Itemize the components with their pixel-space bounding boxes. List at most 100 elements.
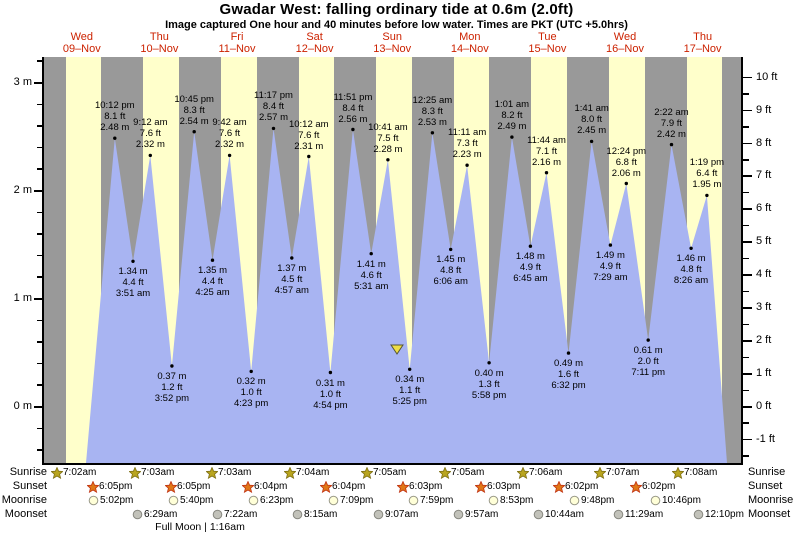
right-axis-label: 6 ft	[756, 202, 772, 215]
tide-label-line: 4:54 pm	[313, 399, 348, 411]
tide-point-dot	[249, 369, 253, 374]
right-axis-label: 7 ft	[756, 169, 772, 182]
tide-point-dot	[408, 367, 412, 371]
tide-label-line: 6:45 am	[513, 273, 548, 285]
right-axis-tick	[743, 438, 752, 441]
day-label: Tue 15–Nov	[512, 31, 582, 55]
day-date: 12–Nov	[295, 43, 334, 55]
high-tide-label: 10:45 pm 8.3 ft 2.54 m	[151, 94, 237, 127]
day-label: Wed 09–Nov	[47, 31, 117, 55]
left-axis-tick	[34, 406, 43, 408]
high-tide-label: 2:22 am 7.9 ft 2.42 m	[628, 107, 714, 140]
left-axis-tick	[37, 125, 43, 127]
low-tide-label: 1.48 m 4.9 ft 6:45 am	[487, 251, 573, 284]
day-label: Thu 17–Nov	[668, 31, 738, 55]
right-axis-label: 5 ft	[756, 235, 772, 248]
high-tide-label: 12:24 pm 6.8 ft 2.06 m	[583, 146, 669, 179]
row-caption-sunrise: Sunrise	[9, 466, 47, 478]
almanac-time: 7:59pm	[420, 495, 454, 506]
row-caption-moonset: Moonset	[4, 508, 47, 520]
left-axis-tick	[37, 362, 43, 365]
tide-label-line: 3:52 pm	[154, 393, 190, 405]
almanac-time: 6:05pm	[177, 481, 211, 492]
right-axis-label: 9 ft	[756, 103, 772, 116]
tide-label-line: 1.0 ft	[319, 388, 341, 400]
tide-point-dot	[430, 131, 435, 135]
tide-label-line: 1:19 pm	[689, 157, 725, 169]
low-tide-label: 1.41 m 4.6 ft 5:31 am	[328, 259, 414, 292]
day-label: Mon 14–Nov	[435, 31, 505, 55]
almanac-time: 7:04am	[296, 467, 330, 478]
right-axis-tick	[743, 224, 749, 227]
left-axis-label: 3 m	[13, 76, 32, 88]
tide-label-line: 0.32 m	[236, 376, 266, 388]
almanac-time: 10:46pm	[662, 495, 701, 506]
row-caption-sunrise: Sunrise	[748, 466, 786, 478]
right-axis-label: 1 ft	[756, 367, 772, 380]
left-axis-tick	[37, 254, 43, 257]
tide-label-line: 12:24 pm	[606, 145, 647, 157]
tide-label-line: 4.4 ft	[201, 276, 224, 288]
tide-label-line: 2.56 m	[338, 113, 368, 125]
high-tide-label: 11:44 am 7.1 ft 2.16 m	[504, 135, 590, 168]
almanac-time: 6:23pm	[260, 495, 294, 506]
right-axis-tick	[743, 373, 752, 375]
tide-label-line: 7.6 ft	[298, 129, 320, 141]
tide-label-line: 0.37 m	[157, 371, 187, 383]
day-date: 11–Nov	[218, 43, 256, 55]
right-axis-tick	[743, 126, 749, 128]
tide-label-line: 6.8 ft	[615, 156, 637, 168]
tide-label-line: 1.46 m	[676, 253, 706, 265]
left-axis-tick	[37, 60, 43, 62]
high-tide-label: 9:42 am 7.6 ft 2.32 m	[187, 117, 273, 150]
left-axis-tick	[37, 427, 43, 430]
almanac-time: 7:03am	[141, 467, 175, 478]
tide-point-dot	[351, 127, 355, 132]
tide-label-line: 6.4 ft	[696, 168, 718, 180]
right-axis-tick	[743, 208, 752, 210]
tide-label-line: 1.1 ft	[399, 385, 421, 397]
tide-point-dot	[465, 163, 469, 167]
tide-label-line: 8.1 ft	[104, 111, 126, 123]
almanac-time: 7:09pm	[340, 495, 374, 506]
tide-label-line: 7.5 ft	[377, 132, 399, 144]
almanac-time: 7:06am	[529, 467, 563, 478]
tide-label-line: 7:29 am	[593, 272, 628, 284]
left-axis-tick	[37, 233, 43, 235]
day-date: 09–Nov	[62, 43, 101, 55]
tide-point-dot	[148, 153, 152, 158]
tide-label-line: 11:51 pm	[333, 91, 373, 103]
day-name: Wed	[613, 31, 637, 43]
almanac-time: 6:04pm	[332, 481, 366, 492]
tide-point-dot	[544, 171, 549, 175]
tide-point-dot	[192, 130, 196, 134]
tide-label-line: 2.23 m	[452, 149, 482, 161]
almanac-time: 6:03pm	[487, 481, 521, 492]
left-axis-tick	[37, 276, 43, 278]
almanac-time: 12:10pm	[705, 509, 744, 520]
tide-label-line: 5:25 pm	[392, 396, 427, 408]
left-axis-tick	[34, 82, 43, 84]
day-label: Sun 13–Nov	[357, 31, 427, 55]
row-caption-moonrise: Moonrise	[1, 494, 47, 506]
right-axis-tick	[743, 455, 749, 457]
tide-label-line: 1.49 m	[595, 250, 625, 262]
right-axis-tick	[743, 93, 749, 95]
tide-point-dot	[449, 247, 453, 252]
tide-label-line: 11:44 am	[527, 134, 566, 146]
tide-label-line: 4.5 ft	[281, 274, 303, 286]
tide-label-line: 2.48 m	[100, 122, 130, 134]
day-name: Sat	[306, 31, 323, 43]
day-date: 16–Nov	[606, 43, 644, 55]
almanac-time: 10:44am	[545, 509, 584, 520]
tide-label-line: 7.1 ft	[535, 145, 558, 157]
tide-point-dot	[689, 246, 693, 250]
tide-label-line: 4:25 am	[195, 287, 230, 299]
tide-point-dot	[528, 244, 533, 248]
almanac-time: 7:22am	[224, 509, 258, 520]
right-axis-tick	[743, 422, 749, 424]
moon-phase-label: Full Moon | 1:16am	[155, 521, 245, 533]
high-tide-label: 10:12 am 7.6 ft 2.31 m	[266, 119, 352, 152]
right-axis-tick	[743, 290, 749, 293]
